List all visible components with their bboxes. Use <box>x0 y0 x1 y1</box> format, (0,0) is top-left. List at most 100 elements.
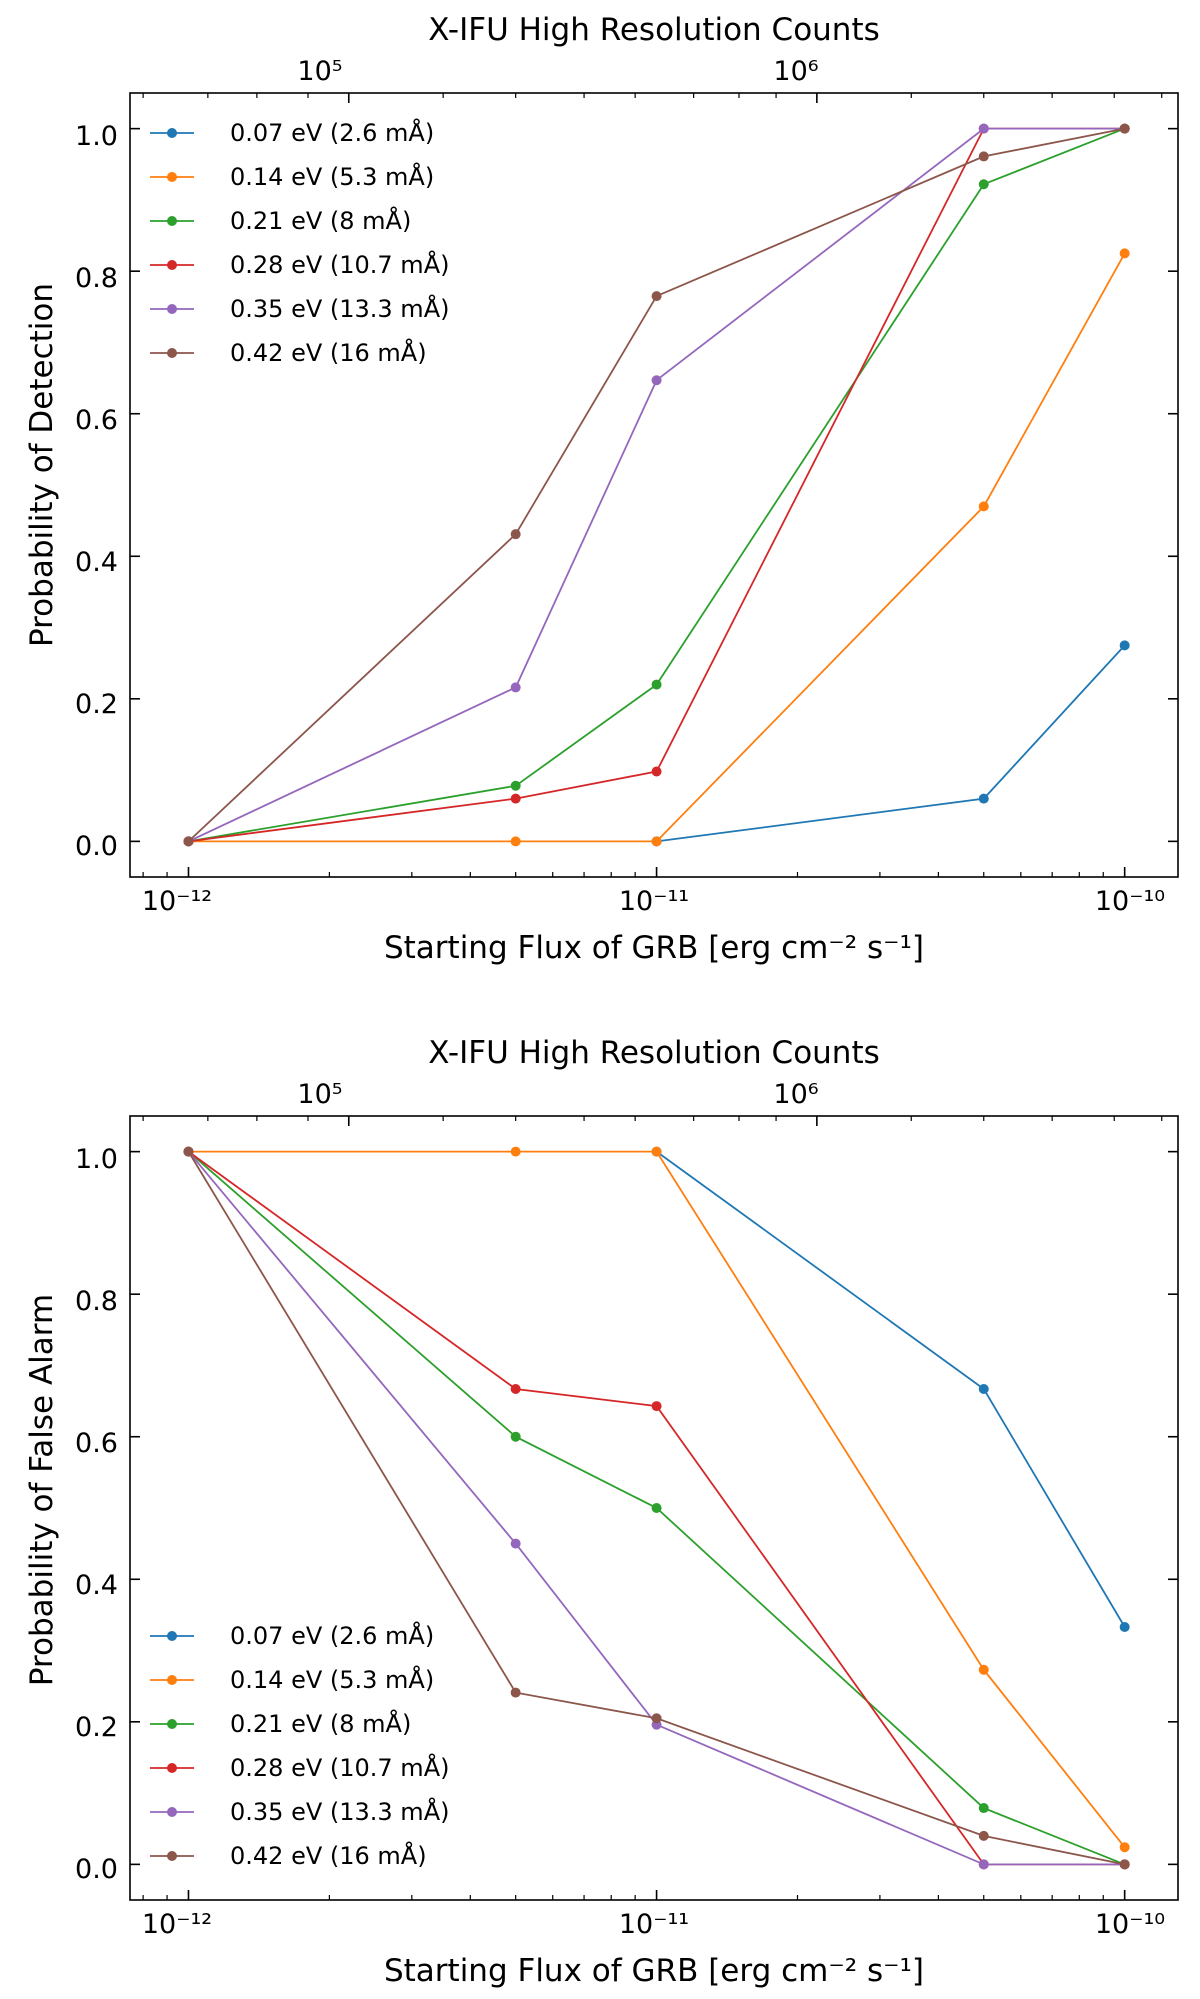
false-alarm-y-tick-labels: 0.0 0.2 0.4 0.6 0.8 1.0 <box>75 1144 118 1885</box>
detection-x-axis-label: Starting Flux of GRB [erg cm⁻² s⁻¹] <box>384 930 924 966</box>
detection-data-point <box>978 179 989 190</box>
detection-x-tick-label-1e-10: 10⁻¹⁰ <box>1095 886 1165 917</box>
false-alarm-data-point <box>978 1664 989 1675</box>
false-alarm-top-tick-labels: 10⁵ 10⁶ <box>297 1079 818 1110</box>
false-alarm-data-point <box>651 1401 662 1412</box>
false-alarm-legend-item: 0.14 eV (5.3 mÅ) <box>150 1665 434 1694</box>
detection-data-point <box>510 529 521 540</box>
detection-plot-frame <box>129 92 1179 878</box>
detection-data-point <box>651 679 662 690</box>
detection-y-tick-label-1.0: 1.0 <box>75 121 118 152</box>
false-alarm-legend-item: 0.35 eV (13.3 mÅ) <box>150 1797 449 1826</box>
false-alarm-y-axis-label: Probability of False Alarm <box>24 1294 60 1686</box>
detection-data-point <box>651 836 662 847</box>
detection-data-point <box>1119 123 1130 134</box>
false-alarm-top-tick-label-1e6: 10⁶ <box>773 1079 818 1110</box>
false-alarm-x-axis-label: Starting Flux of GRB [erg cm⁻² s⁻¹] <box>384 1953 924 1989</box>
false-alarm-data-point <box>651 1713 662 1724</box>
false-alarm-legend-marker <box>167 1763 177 1773</box>
false-alarm-legend-marker <box>167 1807 177 1817</box>
false-alarm-legend-label: 0.28 eV (10.7 mÅ) <box>230 1753 449 1782</box>
false-alarm-data-point <box>978 1830 989 1841</box>
false-alarm-data-point <box>1119 1622 1130 1633</box>
detection-legend-marker <box>167 216 177 226</box>
detection-data-point <box>510 682 521 693</box>
false-alarm-top-tick-label-1e5: 10⁵ <box>297 1079 342 1110</box>
detection-y-tick-label-0.2: 0.2 <box>75 689 118 720</box>
false-alarm-legend-label: 0.42 eV (16 mÅ) <box>230 1841 427 1870</box>
false-alarm-data-point <box>651 1503 662 1513</box>
detection-legend-label: 0.28 eV (10.7 mÅ) <box>230 250 449 279</box>
detection-legend-item: 0.21 eV (8 mÅ) <box>150 206 411 235</box>
false-alarm-x-tick-label-1e-10: 10⁻¹⁰ <box>1095 1909 1165 1940</box>
false-alarm-y-tick-label-0.0: 0.0 <box>75 1854 118 1885</box>
false-alarm-legend-item: 0.21 eV (8 mÅ) <box>150 1709 411 1738</box>
false-alarm-legend: 0.07 eV (2.6 mÅ) 0.14 eV (5.3 mÅ) 0.21 eV … <box>150 1621 449 1870</box>
false-alarm-x-tick-labels: 10⁻¹² 10⁻¹¹ 10⁻¹⁰ <box>142 1909 1165 1940</box>
detection-data-point <box>978 501 989 512</box>
detection-chart-title: X-IFU High Resolution Counts <box>428 12 880 48</box>
false-alarm-legend-item: 0.07 eV (2.6 mÅ) <box>150 1621 434 1650</box>
false-alarm-legend-label: 0.35 eV (13.3 mÅ) <box>230 1797 449 1826</box>
detection-data-point <box>510 780 521 791</box>
detection-y-tick-label-0.6: 0.6 <box>75 405 118 436</box>
detection-legend-marker <box>167 348 177 358</box>
false-alarm-chart-title: X-IFU High Resolution Counts <box>428 1035 880 1071</box>
false-alarm-legend-marker <box>167 1719 177 1729</box>
detection-y-axis-label: Probability of Detection <box>24 283 60 647</box>
detection-legend-marker <box>167 260 177 270</box>
false-alarm-legend-marker <box>167 1851 177 1861</box>
detection-top-tick-labels: 10⁵ 10⁶ <box>297 56 818 87</box>
detection-legend-label: 0.14 eV (5.3 mÅ) <box>230 162 434 191</box>
false-alarm-series-5 <box>183 1146 1130 1870</box>
detection-y-tick-label-0.4: 0.4 <box>75 547 118 578</box>
detection-legend-item: 0.28 eV (10.7 mÅ) <box>150 250 449 279</box>
detection-y-tick-labels: 0.0 0.2 0.4 0.6 0.8 1.0 <box>75 121 118 862</box>
detection-data-point <box>978 793 989 804</box>
false-alarm-series <box>183 1146 1130 1870</box>
false-alarm-chart: X-IFU High Resolution Counts 10⁵ 10⁶ 0.0… <box>24 1035 1179 1989</box>
detection-legend-label: 0.35 eV (13.3 mÅ) <box>230 294 449 323</box>
detection-data-point <box>978 151 989 162</box>
detection-legend-item: 0.42 eV (16 mÅ) <box>150 338 427 367</box>
false-alarm-y-tick-label-0.6: 0.6 <box>75 1428 118 1459</box>
false-alarm-data-point <box>510 1431 521 1442</box>
detection-data-point <box>1119 640 1130 651</box>
detection-legend-marker <box>167 304 177 314</box>
detection-legend-label: 0.42 eV (16 mÅ) <box>230 338 427 367</box>
detection-legend-marker <box>167 172 177 182</box>
detection-legend-marker <box>167 128 177 138</box>
detection-x-tick-label-1e-12: 10⁻¹² <box>142 886 212 917</box>
false-alarm-data-point <box>978 1859 989 1870</box>
false-alarm-x-tick-label-1e-12: 10⁻¹² <box>142 1909 212 1940</box>
detection-legend: 0.07 eV (2.6 mÅ) 0.14 eV (5.3 mÅ) 0.21 eV … <box>150 118 449 367</box>
false-alarm-data-point <box>510 1538 521 1549</box>
detection-data-point <box>510 836 521 847</box>
false-alarm-legend-item: 0.28 eV (10.7 mÅ) <box>150 1753 449 1782</box>
detection-top-tick-label-1e5: 10⁵ <box>297 56 342 87</box>
detection-data-point <box>510 793 521 804</box>
detection-ticks <box>130 93 1178 877</box>
false-alarm-legend-item: 0.42 eV (16 mÅ) <box>150 1841 427 1870</box>
false-alarm-legend-label: 0.21 eV (8 mÅ) <box>230 1709 411 1738</box>
detection-y-tick-label-0.8: 0.8 <box>75 263 118 294</box>
false-alarm-ticks <box>130 1116 1178 1900</box>
detection-x-tick-label-1e-11: 10⁻¹¹ <box>619 886 689 917</box>
detection-data-point <box>1119 248 1130 259</box>
false-alarm-legend-marker <box>167 1675 177 1685</box>
detection-chart: X-IFU High Resolution Counts 10⁵ 10⁶ 0.0… <box>24 12 1179 966</box>
false-alarm-plot-frame <box>129 1115 1179 1901</box>
detection-legend-label: 0.07 eV (2.6 mÅ) <box>230 118 434 147</box>
detection-data-point <box>651 291 662 302</box>
detection-legend-item: 0.35 eV (13.3 mÅ) <box>150 294 449 323</box>
detection-legend-item: 0.07 eV (2.6 mÅ) <box>150 118 434 147</box>
false-alarm-data-point <box>1119 1859 1130 1870</box>
false-alarm-data-point <box>183 1146 194 1157</box>
false-alarm-legend-label: 0.07 eV (2.6 mÅ) <box>230 1621 434 1650</box>
false-alarm-data-point <box>1119 1842 1130 1853</box>
false-alarm-data-point <box>651 1146 662 1157</box>
false-alarm-y-tick-label-0.4: 0.4 <box>75 1570 118 1601</box>
false-alarm-y-tick-label-1.0: 1.0 <box>75 1144 118 1175</box>
